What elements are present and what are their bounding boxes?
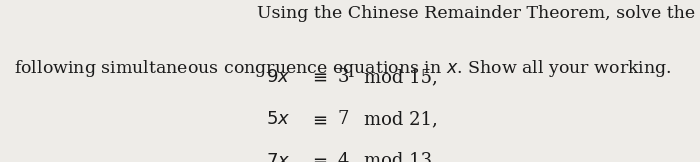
Text: mod 15,: mod 15, (364, 68, 438, 86)
Text: $\equiv$: $\equiv$ (309, 68, 328, 86)
Text: 4: 4 (337, 152, 349, 162)
Text: $5x$: $5x$ (266, 110, 290, 128)
Text: 7: 7 (337, 110, 349, 128)
Text: $9x$: $9x$ (266, 68, 290, 86)
Text: following simultaneous congruence equations in $x$. Show all your working.: following simultaneous congruence equati… (14, 58, 672, 79)
Text: Using the Chinese Remainder Theorem, solve the: Using the Chinese Remainder Theorem, sol… (257, 5, 695, 22)
Text: mod 21,: mod 21, (364, 110, 438, 128)
Text: $7x$: $7x$ (266, 152, 290, 162)
Text: 3: 3 (337, 68, 349, 86)
Text: $\equiv$: $\equiv$ (309, 110, 328, 128)
Text: mod 13.: mod 13. (364, 152, 438, 162)
Text: $\equiv$: $\equiv$ (309, 152, 328, 162)
